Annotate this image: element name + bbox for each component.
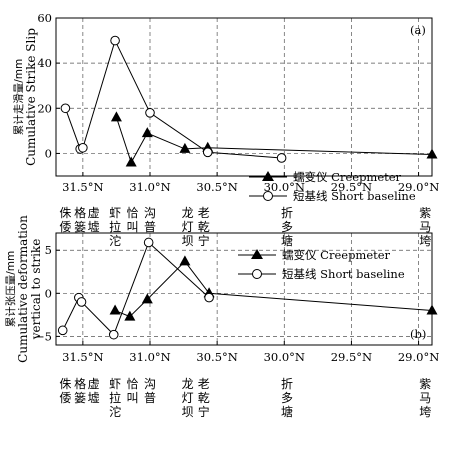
x-tick-label: 29.0°N <box>398 180 439 194</box>
data-point-circle <box>108 329 119 340</box>
place-name: 折多塘 <box>281 376 293 419</box>
series-creepmeter <box>109 255 438 321</box>
panel-label: (b) <box>410 327 426 341</box>
legend-marker-triangle <box>251 249 263 259</box>
y-axis-label: Cumulative deformation <box>16 215 30 363</box>
place-name: 格篓 <box>74 376 86 405</box>
data-point-circle <box>204 292 214 303</box>
x-tick-label: 31.5°N <box>62 350 103 364</box>
data-point-circle <box>60 103 71 114</box>
chart-panel-b: −5 0 5 31.5°N 31.0°N 30.5°N 30.0°N 29.5°N 29.0°N… <box>4 215 439 419</box>
data-point-triangle <box>179 142 191 153</box>
panel-label: (a) <box>410 23 426 37</box>
place-name: 恰叫 <box>127 376 139 405</box>
data-point-triangle <box>426 304 438 315</box>
place-name: 虾拉沱 <box>109 206 121 248</box>
data-point-triangle <box>110 111 122 122</box>
y-tick-label: 60 <box>37 11 52 25</box>
x-tick-label: 31.0°N <box>129 180 170 194</box>
y-tick-label: 5 <box>45 243 52 257</box>
data-point-triangle <box>426 148 438 159</box>
data-point-circle <box>110 35 120 46</box>
place-name: 紫马垮 <box>419 377 431 419</box>
plot-frame <box>55 17 433 177</box>
place-name: 格篓 <box>74 205 86 234</box>
data-point-triangle <box>141 293 153 304</box>
y-axis-label: Cumulative Strike Slip <box>24 28 38 166</box>
legend-entry: 短基线 Short baseline <box>293 189 416 203</box>
x-tick-label: 29.5°N <box>331 350 372 364</box>
legend-marker-circle <box>252 269 262 279</box>
series-line <box>62 241 210 336</box>
legend: 蠕变仪 Creepmeter 短基线 Short baseline <box>249 170 416 203</box>
plot-frame <box>55 232 433 346</box>
series-line <box>64 39 282 159</box>
y-tick-label: −5 <box>35 329 52 343</box>
x-tick-label: 29.0°N <box>398 350 439 364</box>
legend-marker-circle <box>263 191 273 201</box>
legend: 蠕变仪 Creepmeter 短基线 Short baseline <box>238 248 405 281</box>
place-name: 沟普 <box>144 206 156 234</box>
data-point-triangle <box>179 255 191 266</box>
series-creepmeter <box>110 111 438 167</box>
place-name: 龙灯坝 <box>182 206 194 248</box>
data-point-triangle <box>109 304 121 315</box>
x-tick-label: 31.5°N <box>62 180 103 194</box>
place-name: 恰叫 <box>127 205 139 234</box>
y-axis-label: 累计走滑量/mm <box>12 59 25 136</box>
data-point-circle <box>145 108 155 118</box>
x-tick-label: 30.5°N <box>196 350 237 364</box>
chart-panel-a: 0 20 40 60 31.5°N 31.0°N 30.5°N 30.0°N 29.5°N 29.… <box>12 11 439 248</box>
data-point-circle <box>143 237 154 248</box>
legend-marker-triangle <box>262 171 274 181</box>
data-point-circle <box>76 297 87 307</box>
legend-entry: 短基线 Short baseline <box>282 267 405 281</box>
x-tick-label: 31.0°N <box>129 350 170 364</box>
place-name: 虚墟 <box>88 206 100 234</box>
y-axis-label: vertical to strike <box>29 239 43 341</box>
place-name: 老乾宁 <box>198 377 210 419</box>
place-name: 虚墟 <box>88 377 100 405</box>
legend-entry: 蠕变仪 Creepmeter <box>293 170 402 184</box>
place-name: 沟普 <box>144 377 156 405</box>
series-short-baseline <box>60 35 287 163</box>
place-name: 龙灯坝 <box>182 377 194 419</box>
data-point-circle <box>57 325 68 336</box>
place-name: 虾拉沱 <box>109 377 121 419</box>
y-axis-label: 累计张压量/mm <box>4 251 17 328</box>
x-tick-label: 30.0°N <box>264 350 305 364</box>
y-tick-label: 40 <box>37 56 52 70</box>
legend-entry: 蠕变仪 Creepmeter <box>282 248 391 262</box>
y-tick-label: 0 <box>45 146 52 160</box>
data-point-triangle <box>125 156 137 167</box>
x-tick-label: 30.0°N <box>264 180 305 194</box>
y-tick-label: 0 <box>45 286 52 300</box>
place-name: 折多塘 <box>281 205 293 248</box>
series-line <box>115 117 433 164</box>
data-point-triangle <box>141 127 153 138</box>
data-point-triangle <box>124 310 136 321</box>
x-tick-label: 30.5°N <box>196 180 237 194</box>
x-tick-label: 29.5°N <box>331 180 372 194</box>
place-name: 紫马垮 <box>419 206 431 248</box>
place-name: 侏倭 <box>59 377 71 405</box>
y-tick-label: 20 <box>37 101 52 115</box>
place-name: 侏倭 <box>59 206 71 234</box>
series-short-baseline <box>57 237 214 340</box>
data-point-circle <box>276 153 287 163</box>
place-name: 老乾宁 <box>198 206 210 248</box>
data-point-circle <box>202 147 213 158</box>
data-point-circle <box>78 142 88 153</box>
